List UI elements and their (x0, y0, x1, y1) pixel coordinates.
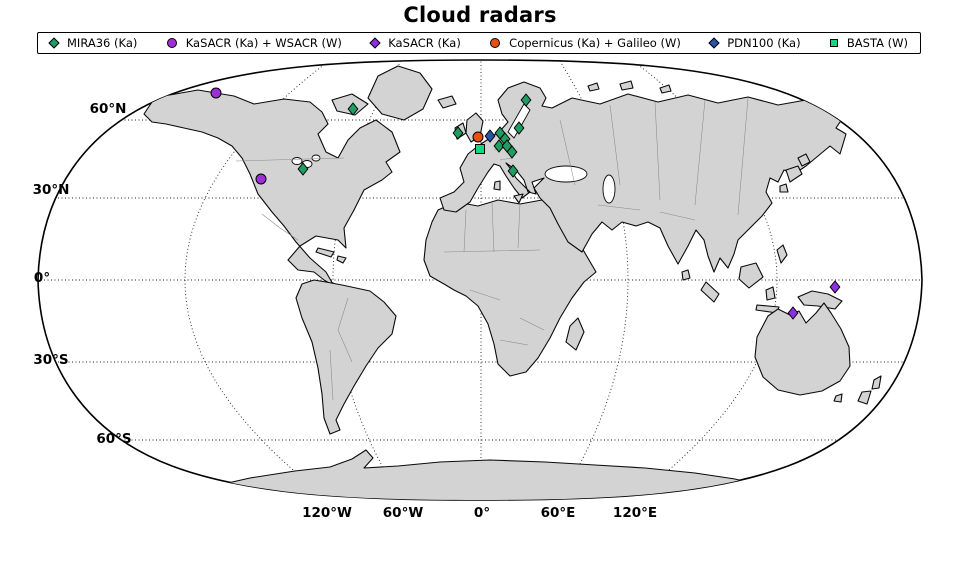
legend-item: KaSACR (Ka) + WSACR (W) (166, 36, 342, 50)
longitude-tick-label: 0° (474, 505, 490, 521)
radar-site-diamond (520, 93, 532, 107)
legend-item-label: PDN100 (Ka) (727, 36, 801, 50)
circle-marker-icon (166, 38, 177, 48)
latitude-tick-label: 60°N (90, 101, 127, 117)
legend-item: KaSACR (Ka) (369, 36, 461, 50)
continent-africa (423, 199, 597, 377)
island-sicily-sardinia (493, 180, 524, 204)
radar-site-markers (210, 87, 841, 320)
radar-site-diamond (507, 164, 519, 178)
square-marker-icon (829, 39, 838, 47)
islands-new-zealand (857, 375, 882, 405)
radar-site-diamond (829, 280, 841, 294)
island-new-guinea (797, 290, 843, 310)
country-borders (235, 97, 749, 401)
island-greenland (367, 65, 433, 121)
great-lake (291, 157, 303, 165)
radar-site-diamond (787, 306, 799, 320)
radar-site-diamond (493, 139, 505, 153)
radar-site-diamond (484, 129, 496, 143)
continent-antarctica (209, 449, 763, 500)
radar-site-diamond (297, 162, 309, 176)
island-baffin (331, 93, 369, 116)
legend-item: Copernicus (Ka) + Galileo (W) (490, 36, 681, 50)
caspian-sea (602, 174, 616, 204)
legend-item-label: Copernicus (Ka) + Galileo (W) (509, 36, 681, 50)
longitude-tick-label: 60°E (541, 505, 576, 521)
radar-site-diamond (347, 102, 359, 116)
legend-item-label: MIRA36 (Ka) (67, 36, 138, 50)
longitude-tick-label: 120°E (613, 505, 657, 521)
radar-site-diamond (452, 126, 464, 140)
legend-item: MIRA36 (Ka) (48, 36, 138, 50)
island-madagascar (565, 317, 585, 351)
radar-site-diamond (513, 121, 525, 135)
legend-item-label: KaSACR (Ka) (388, 36, 461, 50)
islands-japan (779, 153, 811, 193)
latitude-tick-label: 60°S (96, 431, 131, 447)
latitude-tick-label: 0° (34, 270, 50, 286)
great-lake (311, 154, 321, 162)
longitude-tick-label: 120°W (302, 505, 352, 521)
radar-site-square (475, 144, 485, 154)
island-iceland (437, 95, 457, 109)
continent-north-america (143, 89, 401, 287)
latitude-tick-label: 30°S (33, 352, 68, 368)
longitude-labels: 120°W 60°W 0° 60°E 120°E (302, 505, 657, 521)
legend-item: BASTA (W) (829, 36, 908, 50)
baltic-sea (507, 103, 531, 139)
longitude-tick-label: 60°W (383, 505, 424, 521)
latitude-tick-label: 30°N (33, 182, 70, 198)
landmasses (143, 65, 882, 500)
legend-item: PDN100 (Ka) (708, 36, 801, 50)
continent-australia (754, 302, 851, 396)
continent-eurasia (439, 81, 847, 273)
continent-south-america (295, 279, 397, 435)
legend-item-label: BASTA (W) (846, 36, 908, 50)
legend-item-label: KaSACR (Ka) + WSACR (W) (185, 36, 342, 50)
radar-site-diamond (506, 145, 518, 159)
black-sea (544, 165, 588, 183)
radar-site-circle (255, 173, 267, 185)
islands-caribbean (315, 247, 347, 264)
arctic-islands (587, 80, 672, 94)
radar-site-circle (472, 131, 484, 143)
island-sri-lanka (681, 269, 691, 281)
legend: MIRA36 (Ka) KaSACR (Ka) + WSACR (W) KaSACR… (37, 32, 921, 54)
radar-site-circle (210, 87, 222, 99)
figure-title: Cloud radars (403, 3, 557, 27)
latitude-labels: 60°N 30°N 0° 30°S 60°S (33, 101, 132, 447)
circle-marker-icon (490, 38, 501, 48)
island-tasmania (833, 393, 843, 403)
